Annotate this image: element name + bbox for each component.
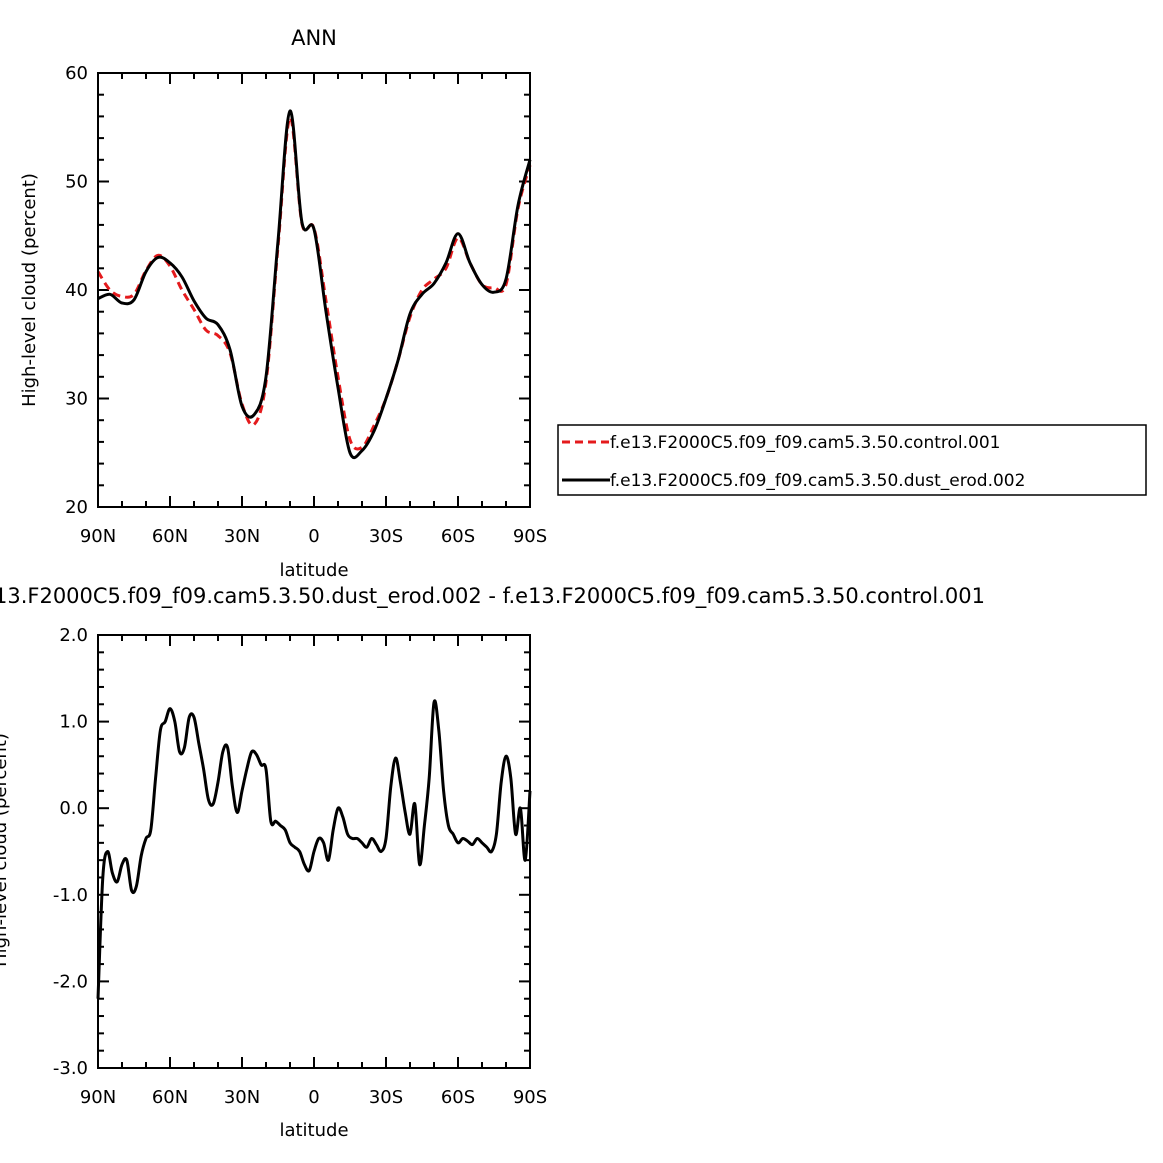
top-y-tick-label-50: 50	[65, 172, 88, 193]
bottom-title: f.e13.F2000C5.f09_f09.cam5.3.50.dust_ero…	[0, 584, 985, 609]
top-plot-frame	[97, 72, 531, 508]
legend-box	[557, 424, 1147, 496]
bottom-x-axis-label: latitude	[279, 1120, 348, 1141]
bottom-tick-labels: 90N 60N 30N 0 30S 60S 90S -3.0 -2.0 -1.0…	[53, 625, 547, 1108]
bottom-plot: f.e13.F2000C5.f09_f09.cam5.3.50.dust_ero…	[0, 584, 985, 1141]
bottom-y-tick-label-2: 2.0	[59, 625, 88, 646]
series-line-difference	[96, 699, 532, 999]
bottom-x-tick-label-30s: 30S	[369, 1087, 403, 1108]
bottom-y-axis-label: High-level cloud (percent)	[0, 733, 11, 967]
top-y-tick-label-60: 60	[65, 63, 88, 84]
top-y-tick-label-40: 40	[65, 280, 88, 301]
bottom-x-tick-label-90n: 90N	[80, 1087, 116, 1108]
legend-label-control: f.e13.F2000C5.f09_f09.cam5.3.50.control.…	[610, 433, 1001, 453]
top-x-tick-label-60n: 60N	[152, 526, 188, 547]
series-line-control	[96, 115, 532, 451]
top-x-tick-label-30n: 30N	[224, 526, 260, 547]
top-x-tick-label-30s: 30S	[369, 526, 403, 547]
bottom-x-tick-label-30n: 30N	[224, 1087, 260, 1108]
top-y-axis-label: High-level cloud (percent)	[19, 173, 40, 407]
legend: f.e13.F2000C5.f09_f09.cam5.3.50.control.…	[557, 424, 1147, 496]
top-x-tick-label-90s: 90S	[513, 526, 547, 547]
bottom-y-tick-label-m2: -2.0	[53, 971, 88, 992]
bottom-x-tick-label-60s: 60S	[441, 1087, 475, 1108]
top-title: ANN	[291, 26, 337, 50]
bottom-plot-frame	[97, 634, 531, 1069]
legend-label-dust-erod: f.e13.F2000C5.f09_f09.cam5.3.50.dust_ero…	[610, 471, 1025, 491]
bottom-x-tick-label-90s: 90S	[513, 1087, 547, 1108]
bottom-y-tick-label-1: 1.0	[59, 712, 88, 733]
top-y-tick-label-30: 30	[65, 389, 88, 410]
top-x-tick-label-90n: 90N	[80, 526, 116, 547]
top-plot: ANN High-level cloud (percent) latitude …	[19, 26, 547, 581]
bottom-y-tick-label-m1: -1.0	[53, 885, 88, 906]
bottom-x-tick-label-60n: 60N	[152, 1087, 188, 1108]
series-line-dust-erod	[97, 109, 532, 460]
bottom-y-tick-label-0: 0.0	[59, 798, 88, 819]
top-axis-ticks	[97, 72, 531, 508]
top-x-axis-label: latitude	[279, 560, 348, 581]
bottom-x-tick-label-0: 0	[308, 1087, 319, 1108]
top-x-tick-label-0: 0	[308, 526, 319, 547]
top-tick-labels: 90N 60N 30N 0 30S 60S 90S 20 30 40 50 60	[65, 63, 547, 547]
bottom-y-tick-label-m3: -3.0	[53, 1058, 88, 1079]
bottom-y-label-clip: High-level cloud (percent)	[0, 733, 11, 967]
top-x-tick-label-60s: 60S	[441, 526, 475, 547]
top-y-tick-label-20: 20	[65, 497, 88, 518]
